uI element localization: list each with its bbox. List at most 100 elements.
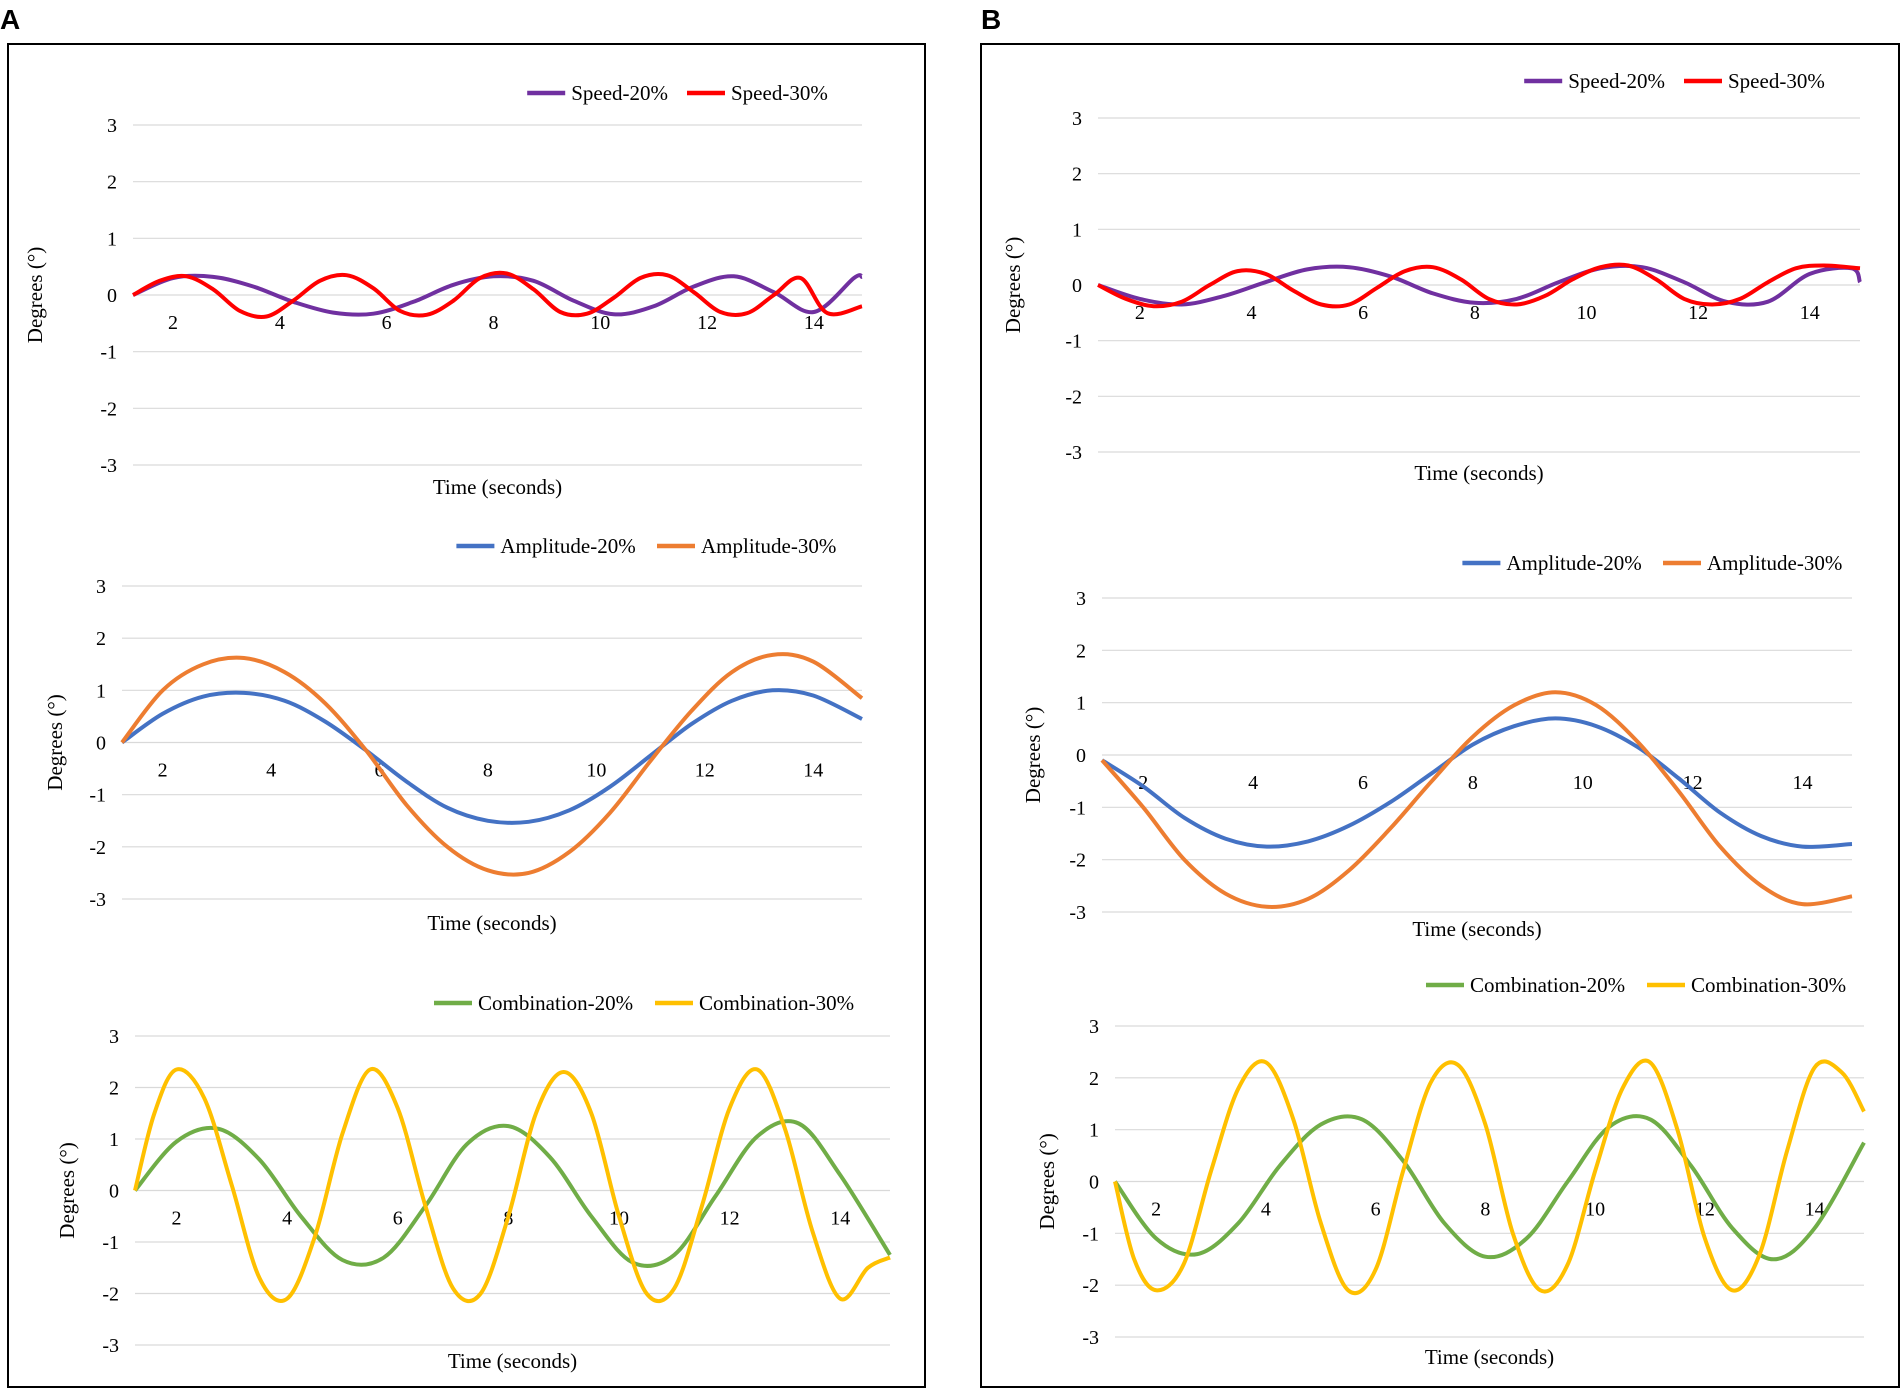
y-axis-title: Degrees (°) xyxy=(55,1142,79,1238)
y-tick-label: 2 xyxy=(107,172,117,194)
x-tick-label: 4 xyxy=(266,760,276,782)
series-line-speed-30- xyxy=(1097,262,1861,309)
y-tick-label: 1 xyxy=(1076,693,1086,715)
y-tick-label: 0 xyxy=(1089,1172,1099,1194)
x-tick-label: 4 xyxy=(282,1208,292,1230)
x-tick-label: 10 xyxy=(1573,772,1593,794)
x-tick-label: 6 xyxy=(382,312,392,334)
x-tick-label: 14 xyxy=(804,312,824,334)
y-tick-label: -1 xyxy=(102,1232,119,1254)
y-tick-label: 3 xyxy=(107,115,117,137)
x-tick-label: 8 xyxy=(488,312,498,334)
y-tick-label: -3 xyxy=(102,1335,119,1357)
x-tick-label: 4 xyxy=(1261,1199,1271,1221)
series-line-amplitude-20- xyxy=(1100,716,1853,849)
x-tick-label: 2 xyxy=(158,760,168,782)
y-tick-label: 0 xyxy=(1076,745,1086,767)
y-tick-label: -1 xyxy=(100,342,117,364)
series-line-amplitude-30- xyxy=(1100,690,1853,909)
series-line-combination-30- xyxy=(133,1067,891,1303)
y-tick-label: -3 xyxy=(100,455,117,477)
x-tick-label: 8 xyxy=(1480,1199,1490,1221)
x-tick-label: 4 xyxy=(1247,302,1257,324)
y-tick-label: -2 xyxy=(102,1284,119,1306)
x-axis-title: Time (seconds) xyxy=(433,475,562,499)
legend-label: Combination-20% xyxy=(478,991,633,1015)
y-tick-label: -1 xyxy=(1082,1223,1099,1245)
x-tick-label: 10 xyxy=(586,760,606,782)
y-tick-label: 2 xyxy=(1089,1068,1099,1090)
x-tick-label: 14 xyxy=(1793,772,1813,794)
x-tick-label: 12 xyxy=(720,1208,740,1230)
y-tick-label: -2 xyxy=(1069,850,1086,872)
x-tick-label: 6 xyxy=(1358,772,1368,794)
legend-label: Speed-20% xyxy=(571,81,668,105)
x-tick-label: 12 xyxy=(1683,772,1703,794)
y-axis-title: Degrees (°) xyxy=(23,247,47,343)
legend-label: Amplitude-20% xyxy=(500,534,635,558)
x-tick-label: 12 xyxy=(695,760,715,782)
series-line-combination-30- xyxy=(1113,1058,1866,1296)
x-tick-label: 2 xyxy=(1138,772,1148,794)
x-tick-label: 8 xyxy=(1468,772,1478,794)
panel-label-b: B xyxy=(981,4,1002,35)
x-tick-label: 14 xyxy=(803,760,823,782)
y-tick-label: 1 xyxy=(107,228,117,250)
legend-label: Amplitude-20% xyxy=(1506,551,1641,575)
y-tick-label: -2 xyxy=(1065,386,1082,408)
y-tick-label: -3 xyxy=(89,889,106,911)
x-tick-label: 10 xyxy=(1585,1199,1605,1221)
y-tick-label: 1 xyxy=(1089,1120,1099,1142)
x-tick-label: 4 xyxy=(275,312,285,334)
x-tick-label: 4 xyxy=(1248,772,1258,794)
series-line-combination-20- xyxy=(133,1119,892,1268)
series-line-speed-30- xyxy=(132,270,863,319)
y-tick-label: -1 xyxy=(89,785,106,807)
y-tick-label: 0 xyxy=(96,733,106,755)
y-axis-title: Degrees (°) xyxy=(1001,237,1025,333)
y-tick-label: 0 xyxy=(109,1181,119,1203)
y-tick-label: 2 xyxy=(1076,640,1086,662)
series-line-combination-20- xyxy=(1113,1114,1866,1262)
legend-label: Speed-30% xyxy=(731,81,828,105)
y-tick-label: -3 xyxy=(1069,902,1086,924)
y-tick-label: 3 xyxy=(109,1026,119,1048)
x-axis-title: Time (seconds) xyxy=(1412,917,1541,941)
y-tick-label: 2 xyxy=(96,628,106,650)
legend-label: Amplitude-30% xyxy=(701,534,836,558)
legend-label: Combination-20% xyxy=(1470,973,1625,997)
series-line-amplitude-30- xyxy=(120,652,864,877)
y-tick-label: -3 xyxy=(1082,1327,1099,1349)
x-axis-title: Time (seconds) xyxy=(1414,461,1543,485)
y-tick-label: -2 xyxy=(89,837,106,859)
y-axis-title: Degrees (°) xyxy=(1035,1133,1059,1229)
x-tick-label: 2 xyxy=(1151,1199,1161,1221)
x-axis-title: Time (seconds) xyxy=(1425,1345,1554,1369)
panel-a-frame xyxy=(7,43,926,1388)
x-tick-label: 6 xyxy=(1358,302,1368,324)
panel-label-a: A xyxy=(0,4,21,35)
x-tick-label: 2 xyxy=(168,312,178,334)
y-tick-label: -2 xyxy=(100,398,117,420)
legend-label: Combination-30% xyxy=(699,991,854,1015)
x-tick-label: 12 xyxy=(697,312,717,334)
panel-b-frame xyxy=(980,43,1900,1388)
x-tick-label: 8 xyxy=(483,760,493,782)
x-axis-title: Time (seconds) xyxy=(427,911,556,935)
x-tick-label: 10 xyxy=(1576,302,1596,324)
y-tick-label: 0 xyxy=(1072,275,1082,297)
x-tick-label: 14 xyxy=(1800,302,1820,324)
x-tick-label: 12 xyxy=(1688,302,1708,324)
y-tick-label: -1 xyxy=(1069,797,1086,819)
x-tick-label: 6 xyxy=(393,1208,403,1230)
y-tick-label: 2 xyxy=(109,1078,119,1100)
y-tick-label: 1 xyxy=(96,680,106,702)
y-tick-label: 2 xyxy=(1072,164,1082,186)
y-tick-label: 1 xyxy=(1072,219,1082,241)
